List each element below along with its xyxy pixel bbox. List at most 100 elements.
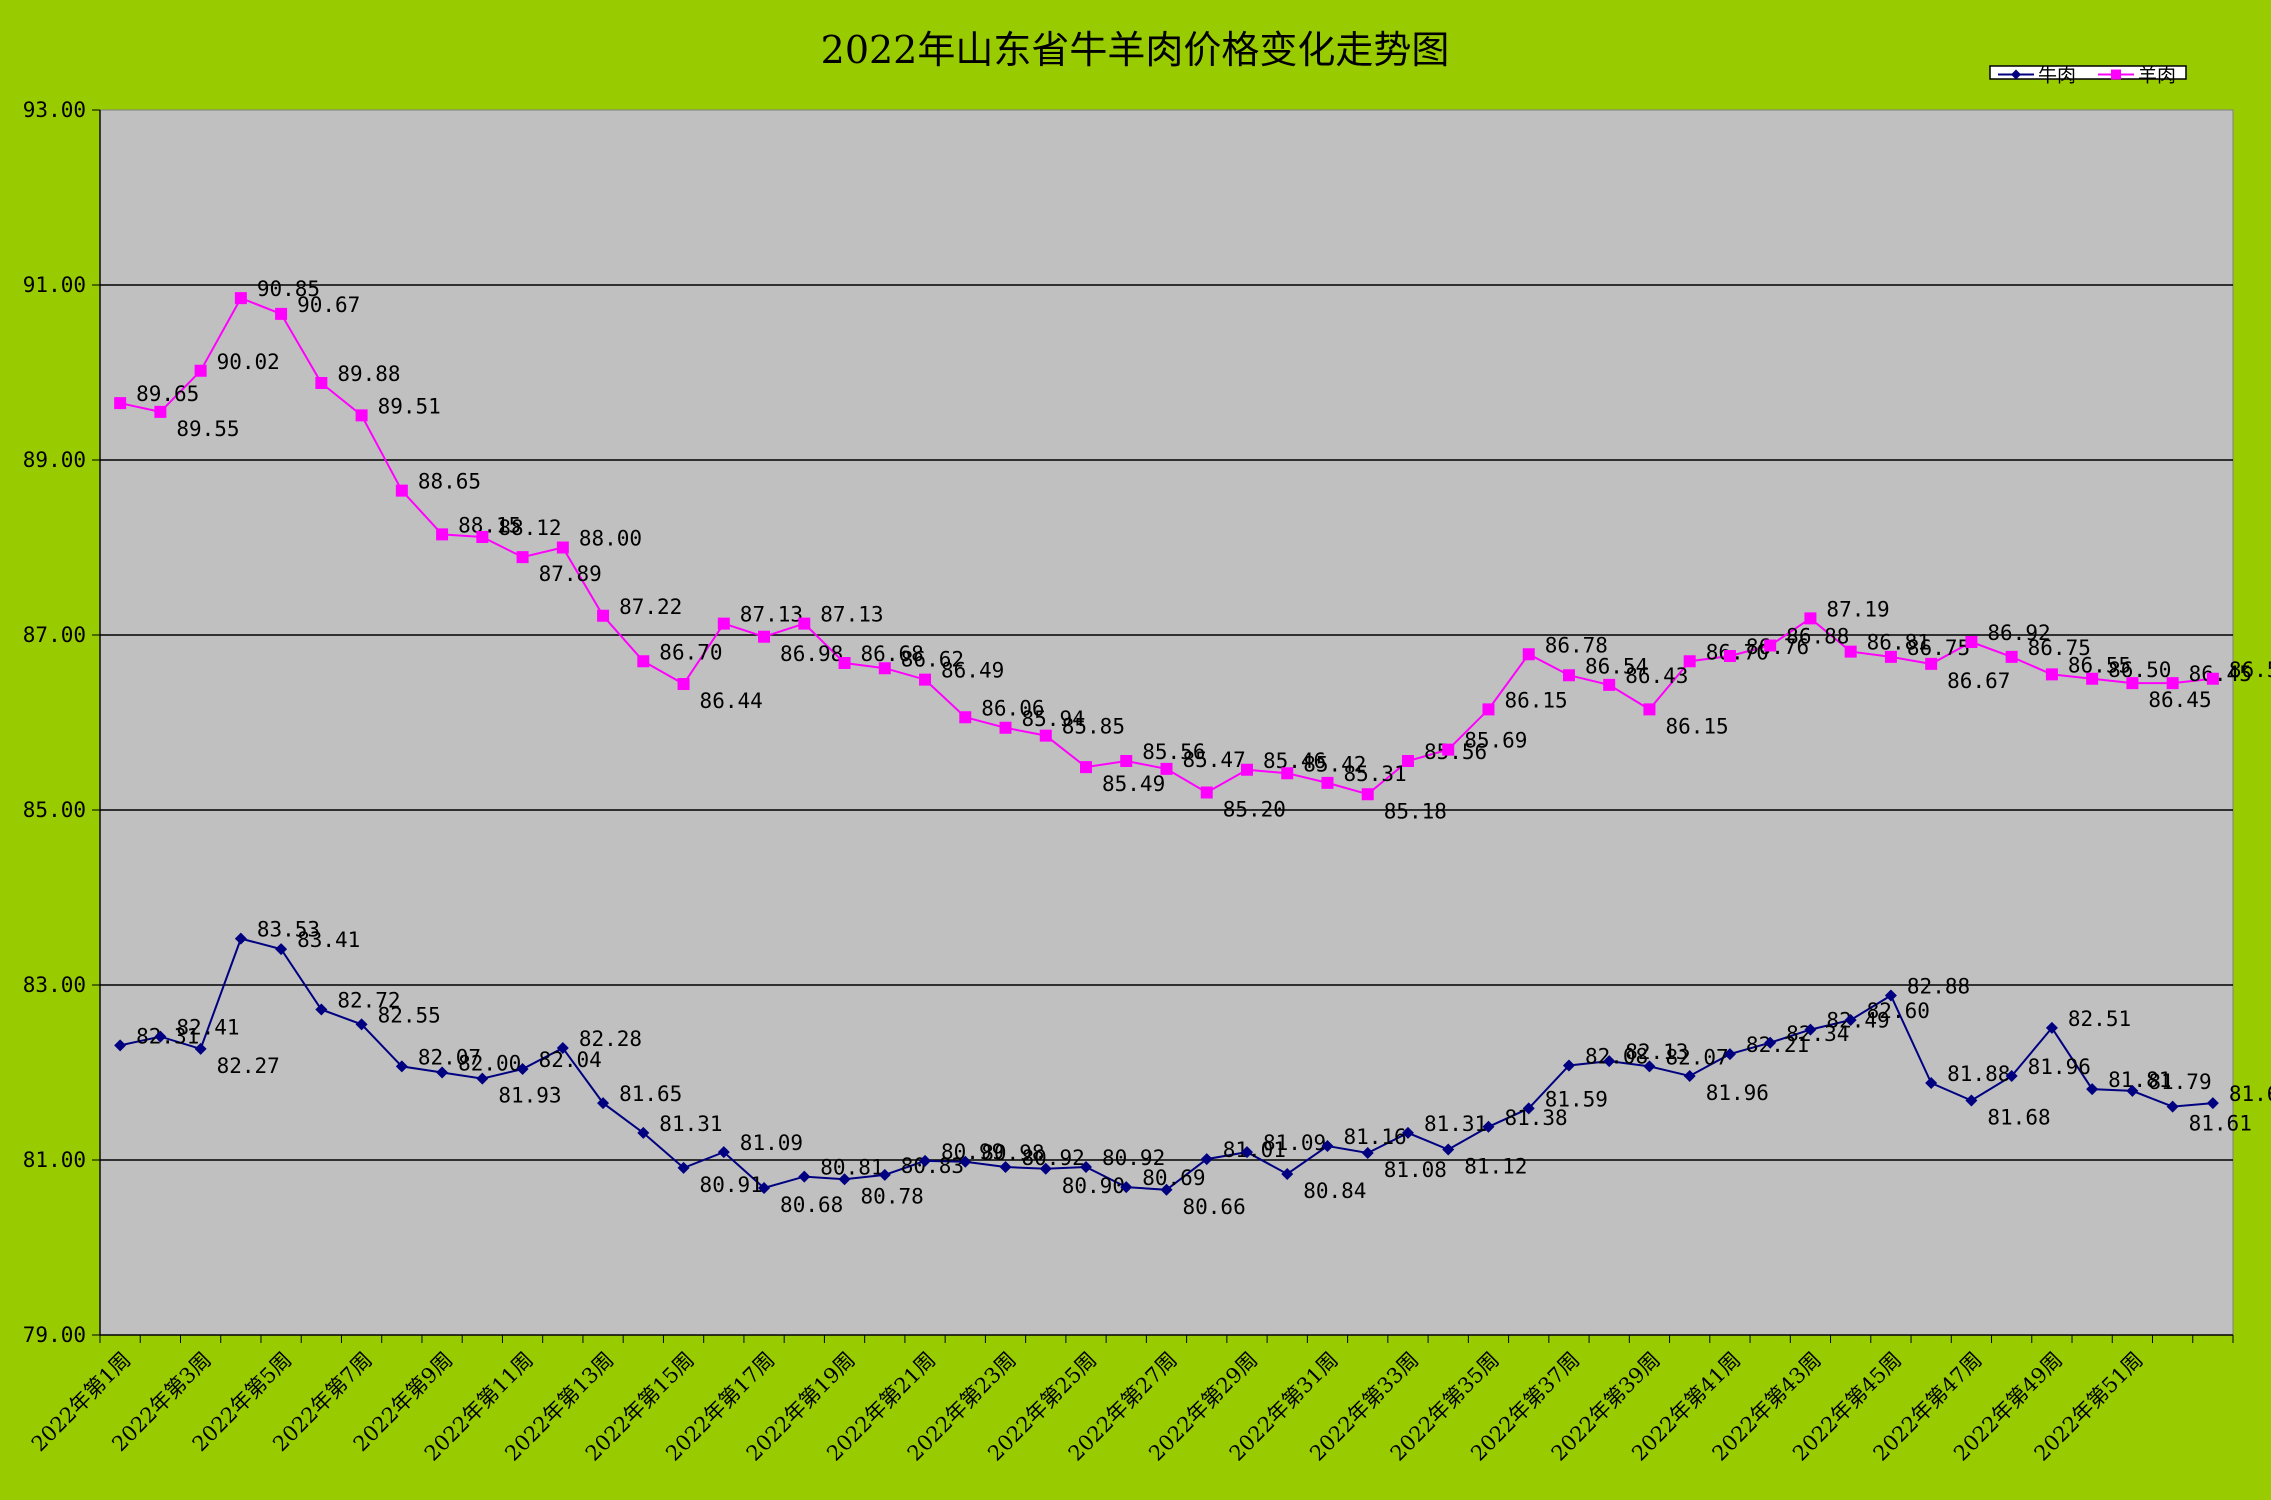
data-point [2126,677,2139,690]
data-point [234,932,247,945]
data-label: 82.60 [1867,999,1930,1023]
data-point [1442,1143,1455,1156]
data-label: 90.67 [297,293,360,317]
data-point [1361,1147,1374,1159]
data-label: 81.16 [1343,1125,1406,1149]
data-label: 89.65 [136,382,199,406]
data-label: 86.76 [1746,635,1809,659]
legend-label: 羊肉 [2138,65,2176,87]
data-label: 86.55 [2068,653,2131,677]
data-label: 81.65 [619,1082,682,1106]
data-label: 81.12 [1464,1155,1527,1179]
data-point [637,1126,650,1139]
data-point [1039,1162,1052,1175]
data-point [838,1173,851,1186]
data-point [1723,650,1736,662]
data-label: 85.85 [1062,715,1125,739]
data-label: 81.59 [1545,1087,1608,1111]
data-label: 81.31 [1424,1112,1487,1136]
data-point [275,307,288,320]
data-point [315,377,328,389]
data-point [114,397,127,410]
data-label: 81.65 [2229,1082,2271,1106]
data-label: 86.75 [2028,636,2091,660]
data-point [1482,1120,1495,1133]
y-tick-label: 91.00 [23,273,86,297]
data-point [2206,1097,2219,1110]
data-label: 90.02 [217,350,280,374]
data-label: 86.75 [1907,636,1970,660]
data-point [2206,672,2219,685]
data-point [919,1154,932,1167]
data-point [1120,755,1133,767]
data-label: 80.83 [901,1154,964,1178]
data-label: 82.31 [136,1024,199,1048]
data-point [838,657,851,669]
data-label: 86.06 [981,696,1044,720]
data-label: 87.19 [1826,597,1889,621]
data-point [1401,755,1414,767]
data-label: 86.70 [1706,640,1769,664]
data-label: 80.99 [941,1140,1004,1164]
data-label: 86.50 [2229,658,2271,682]
data-label: 86.44 [700,689,763,713]
data-label: 83.41 [297,928,360,952]
data-point [597,609,610,622]
data-point [1925,657,1938,670]
data-point [1160,1183,1173,1196]
data-label: 85.56 [1424,740,1487,764]
data-label: 85.18 [1384,799,1447,823]
data-point [2086,672,2099,685]
data-label: 86.50 [2108,658,2171,682]
data-label: 88.15 [458,513,521,537]
data-label: 85.94 [1022,707,1085,731]
data-point [758,630,771,643]
data-label: 82.07 [418,1045,481,1069]
data-label: 87.89 [539,562,602,586]
data-point [1321,776,1334,789]
data-label: 86.62 [901,647,964,671]
legend-marker [2011,69,2021,80]
data-point [878,662,891,675]
plot-area [99,109,2234,1336]
data-point [2005,650,2018,663]
data-point [677,678,690,690]
data-point [1603,678,1616,691]
data-label: 86.68 [861,642,924,666]
y-tick-label: 81.00 [23,1148,86,1172]
y-tick-label: 93.00 [23,98,86,122]
data-label: 85.46 [1263,749,1326,773]
data-label: 80.92 [1022,1146,1085,1170]
data-point [395,484,408,497]
data-label: 82.88 [1907,975,1970,999]
data-label: 80.84 [1303,1179,1366,1203]
data-point [1281,1168,1294,1180]
data-point [1240,1146,1253,1159]
data-point [1844,1014,1857,1026]
data-point [355,409,368,422]
data-point [1965,636,1978,648]
data-point [1683,655,1696,668]
data-label: 82.07 [1665,1045,1728,1069]
data-point [275,943,288,956]
data-label: 85.69 [1464,729,1527,753]
data-point [194,364,207,377]
data-label: 85.31 [1343,762,1406,786]
data-point [516,551,529,564]
data-label: 86.49 [941,659,1004,683]
data-label: 82.49 [1826,1009,1889,1033]
data-point [1482,703,1495,716]
data-label: 81.31 [659,1112,722,1136]
data-label: 81.01 [1223,1138,1286,1162]
data-label: 80.98 [981,1141,1044,1165]
data-point [1643,1060,1656,1073]
data-point [2045,1021,2058,1034]
data-point [556,1042,569,1054]
data-point [315,1003,328,1016]
data-label: 86.43 [1625,664,1688,688]
data-point [717,1146,730,1159]
data-point [677,1161,690,1174]
data-label: 81.38 [1504,1106,1567,1130]
data-label: 86.70 [659,640,722,664]
